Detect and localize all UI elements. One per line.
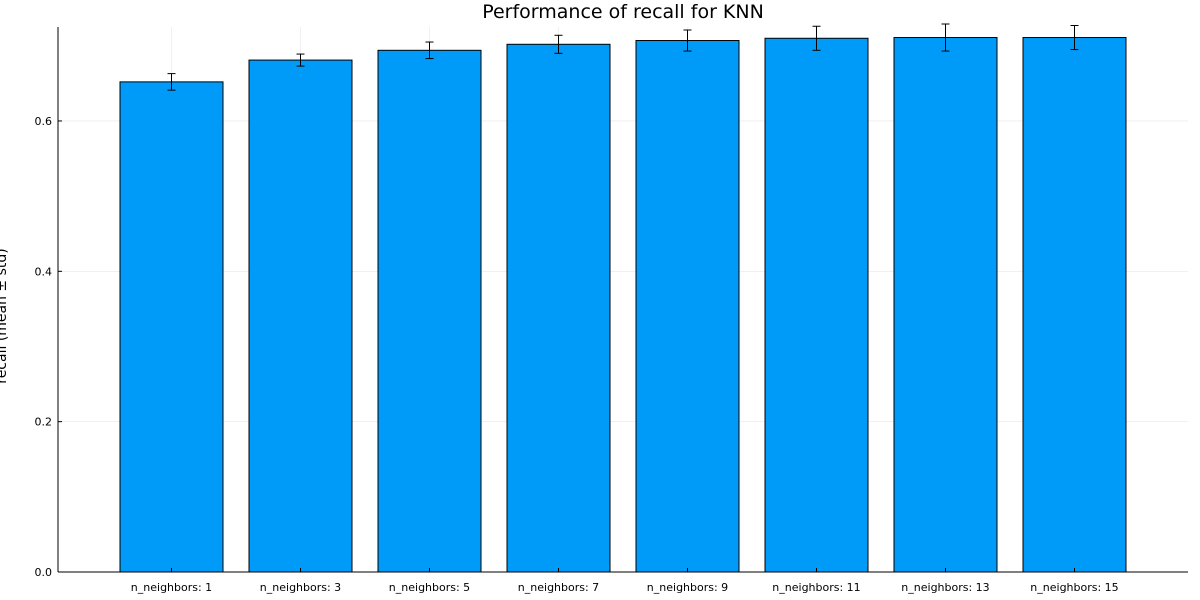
bar <box>764 37 869 573</box>
x-tick-label: n_neighbors: 3 <box>260 581 341 594</box>
x-tick-label: n_neighbors: 15 <box>1030 581 1118 594</box>
x-tick-label: n_neighbors: 9 <box>647 581 728 594</box>
y-tick-label: 0.2 <box>35 416 53 429</box>
bars-layer <box>119 37 1127 573</box>
errorbars-layer <box>167 23 1079 91</box>
x-tick-label: n_neighbors: 7 <box>518 581 599 594</box>
axes-layer <box>57 27 1188 573</box>
bar <box>119 81 224 573</box>
x-tick-label: n_neighbors: 5 <box>389 581 470 594</box>
bar <box>248 59 353 573</box>
chart-title: Performance of recall for KNN <box>482 1 764 23</box>
y-tick-label: 0.0 <box>35 566 53 579</box>
grid-layer <box>58 27 1188 573</box>
y-tick-label: 0.4 <box>35 265 53 278</box>
y-axis-label: recall (mean ± std) <box>0 248 10 384</box>
bar <box>635 40 740 573</box>
ticks-layer: 0.0 0.2 0.4 0.6 n_neighbors: 1 n_neighbors: 3… <box>35 115 1119 594</box>
bar <box>893 37 998 573</box>
bar <box>377 49 482 573</box>
y-tick-label: 0.6 <box>35 115 53 128</box>
x-tick-label: n_neighbors: 11 <box>772 581 860 594</box>
x-tick-label: n_neighbors: 1 <box>131 581 212 594</box>
bar <box>506 43 611 573</box>
x-tick-label: n_neighbors: 13 <box>901 581 989 594</box>
bar <box>1022 37 1127 573</box>
